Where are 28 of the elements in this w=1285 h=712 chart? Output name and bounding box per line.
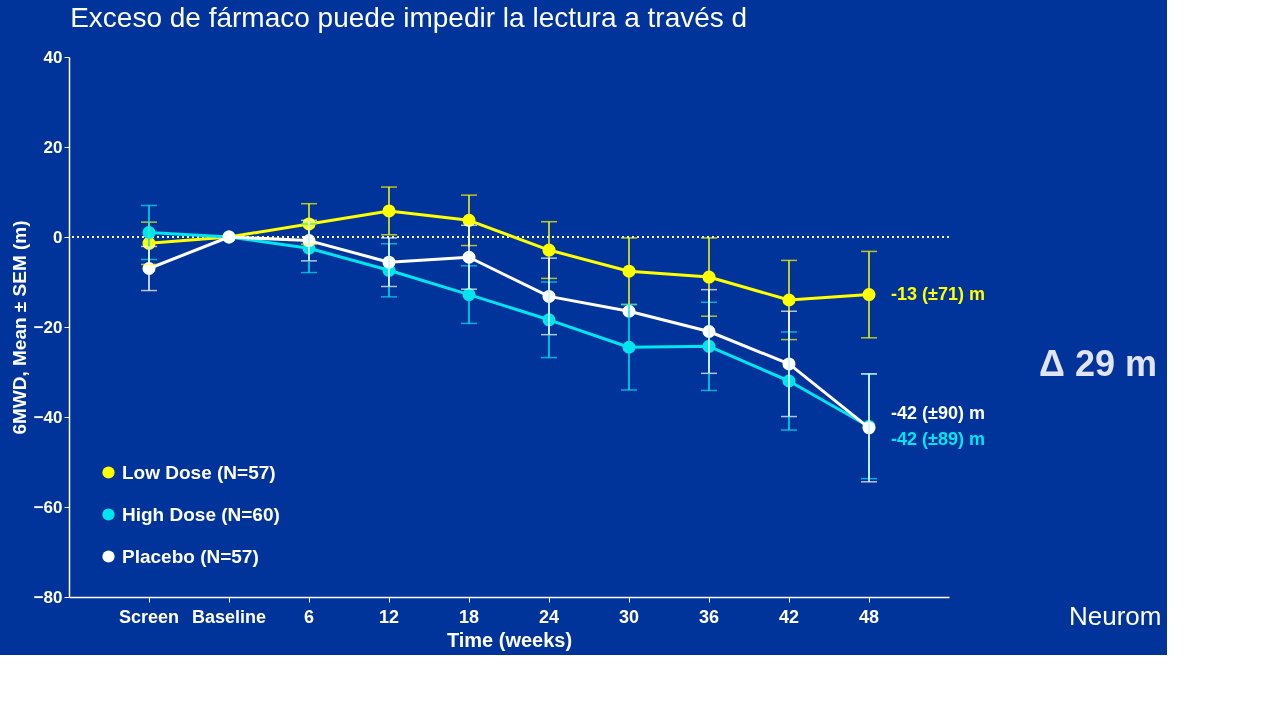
y-tick-label: 20 <box>43 137 63 157</box>
y-tick-label: 0 <box>53 227 63 247</box>
y-tick-label: −40 <box>33 407 63 427</box>
x-tick-label: 18 <box>458 606 480 627</box>
y-axis-title: 6MWD, Mean ± SEM (m) <box>8 220 30 435</box>
y-tick-label: 40 <box>43 47 63 67</box>
x-axis-title: Time (weeks) <box>446 628 573 651</box>
y-tick-label: −80 <box>33 587 63 607</box>
x-tick-label: Screen <box>118 606 180 627</box>
y-tick-label: −60 <box>33 497 63 517</box>
x-tick-label: 42 <box>778 606 800 627</box>
x-tick-label: 36 <box>698 606 720 627</box>
x-tick-label: Baseline <box>191 606 267 627</box>
x-tick-label: 6 <box>303 606 315 627</box>
legend-label: Placebo (N=57) <box>122 545 259 567</box>
legend-label: Low Dose (N=57) <box>122 461 276 483</box>
data-label: -42 (±89) m <box>891 429 985 450</box>
x-tick-label: 48 <box>858 606 880 627</box>
chart-title: Exceso de fármaco puede impedir la lectura a través d <box>70 2 748 33</box>
x-tick-label: 24 <box>538 606 560 627</box>
x-tick-label: 12 <box>378 606 400 627</box>
y-tick-label: −20 <box>33 317 63 337</box>
data-label: -13 (±71) m <box>891 283 985 304</box>
data-label: -42 (±90) m <box>891 402 985 423</box>
text: Δ 29 m <box>1039 342 1157 384</box>
text: Neurom <box>1069 601 1162 631</box>
x-tick-label: 30 <box>618 606 640 627</box>
legend-label: High Dose (N=60) <box>122 503 280 525</box>
